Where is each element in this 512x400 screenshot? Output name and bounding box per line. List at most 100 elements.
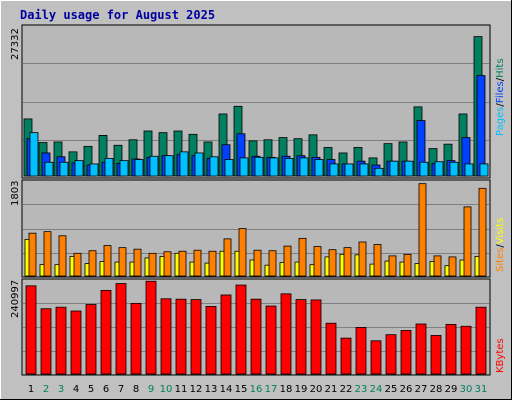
sites-bar bbox=[298, 237, 307, 277]
sites-bar bbox=[58, 235, 67, 277]
day-label: 13 bbox=[205, 384, 218, 395]
kbytes-bar bbox=[205, 306, 217, 375]
sites-max-label: 1803 bbox=[10, 181, 21, 206]
pages-bar bbox=[479, 163, 489, 177]
sites-bar bbox=[268, 250, 277, 277]
day-label: 26 bbox=[400, 384, 413, 395]
sites-bar bbox=[118, 247, 127, 277]
kbytes-bar bbox=[355, 327, 367, 375]
pages-bar bbox=[74, 160, 84, 177]
kbytes-bar bbox=[385, 334, 397, 375]
day-label: 11 bbox=[175, 384, 188, 395]
pages-bar bbox=[419, 161, 429, 177]
day-axis: 1 2 3 4 5 6 7 8 9 10 11 12 13 14 15 16 17 18 19 20 21 22 23 24 2… bbox=[28, 384, 488, 395]
pages-bar bbox=[314, 159, 324, 177]
day-label: 27 bbox=[415, 384, 428, 395]
sites-bar bbox=[178, 250, 187, 277]
day-label: 8 bbox=[133, 384, 139, 395]
sites-bar bbox=[388, 255, 397, 277]
pages-bar bbox=[89, 163, 99, 177]
sites-bar bbox=[433, 255, 442, 277]
day-label: 28 bbox=[430, 384, 443, 395]
sites-bar bbox=[283, 245, 292, 277]
day-label: 31 bbox=[475, 384, 488, 395]
kbytes-max-label: 240997 bbox=[10, 280, 21, 318]
day-label: 18 bbox=[280, 384, 293, 395]
sites-bar bbox=[223, 238, 232, 277]
day-label: 21 bbox=[325, 384, 338, 395]
day-label: 7 bbox=[118, 384, 124, 395]
legend-entry: Pages bbox=[495, 107, 506, 136]
pages-bar bbox=[44, 161, 54, 177]
kbytes-bar bbox=[145, 280, 157, 375]
sites-bar bbox=[148, 252, 157, 277]
pages-bar bbox=[179, 151, 189, 177]
sites-bar bbox=[403, 253, 412, 277]
pages-bar bbox=[344, 163, 354, 177]
day-label: 25 bbox=[385, 384, 398, 395]
sites-bar bbox=[358, 241, 367, 277]
sites-bar bbox=[238, 228, 247, 277]
pages-bar bbox=[119, 160, 129, 177]
pages-bar bbox=[254, 156, 264, 177]
sites-bar bbox=[253, 249, 262, 277]
day-label: 1 bbox=[28, 384, 34, 395]
sites-bar bbox=[28, 232, 37, 277]
sites-bar bbox=[133, 248, 142, 277]
kbytes-bar bbox=[340, 337, 352, 375]
legend-entry: KBytes bbox=[495, 338, 506, 373]
sites-bar bbox=[313, 246, 322, 277]
day-label: 4 bbox=[73, 384, 79, 395]
kbytes-bar bbox=[250, 298, 262, 375]
pages-bar bbox=[104, 158, 114, 177]
day-label: 2 bbox=[43, 384, 49, 395]
hits-files-pages-panel: 27332 Pages/Files/Hits bbox=[10, 24, 506, 179]
legend-entry: Visits bbox=[495, 218, 506, 245]
day-label: 3 bbox=[58, 384, 64, 395]
kbytes-bar bbox=[310, 299, 322, 375]
kbytes-bar bbox=[115, 283, 127, 375]
pages-bar bbox=[239, 157, 249, 177]
day-label: 9 bbox=[148, 384, 154, 395]
pages-bar bbox=[434, 161, 444, 177]
kbytes-bar bbox=[235, 284, 247, 375]
kbytes-bar bbox=[370, 340, 382, 375]
sites-bar bbox=[478, 187, 487, 277]
kbytes-bar bbox=[295, 299, 307, 375]
pages-bar bbox=[269, 157, 279, 177]
pages-bar bbox=[149, 155, 159, 177]
pages-bar bbox=[464, 163, 474, 177]
sites-bar bbox=[208, 250, 217, 277]
pages-bar bbox=[389, 160, 399, 177]
pages-bar bbox=[359, 163, 369, 177]
day-label: 6 bbox=[103, 384, 109, 395]
sites-bar bbox=[73, 252, 82, 277]
visits-sites-legend: Sites/Visits bbox=[495, 218, 506, 272]
day-label: 12 bbox=[190, 384, 203, 395]
hits-files-pages-legend: Pages/Files/Hits bbox=[495, 58, 506, 136]
kbytes-bar bbox=[190, 299, 202, 375]
legend-entry: / bbox=[495, 103, 506, 107]
day-label: 16 bbox=[250, 384, 263, 395]
legend-entry: Hits bbox=[495, 58, 506, 77]
kbytes-bar bbox=[25, 285, 37, 375]
legend-entry: Files bbox=[495, 81, 506, 103]
pages-bar bbox=[209, 156, 219, 177]
day-label: 14 bbox=[220, 384, 233, 395]
day-label: 20 bbox=[310, 384, 323, 395]
kbytes-panel: 240997 KBytes bbox=[10, 278, 506, 376]
kbytes-bar bbox=[40, 308, 52, 375]
kbytes-bar bbox=[55, 306, 67, 375]
pages-bar bbox=[29, 132, 39, 177]
day-label: 30 bbox=[460, 384, 473, 395]
day-label: 24 bbox=[370, 384, 383, 395]
sites-bar bbox=[343, 247, 352, 277]
sites-bar bbox=[163, 251, 172, 277]
kbytes-bar bbox=[160, 298, 172, 375]
day-label: 15 bbox=[235, 384, 248, 395]
visits-sites-panel: 1803 Sites/Visits bbox=[10, 179, 506, 278]
hits-max-label: 27332 bbox=[10, 28, 21, 60]
pages-bar bbox=[224, 159, 234, 177]
kbytes-bar bbox=[460, 325, 472, 375]
